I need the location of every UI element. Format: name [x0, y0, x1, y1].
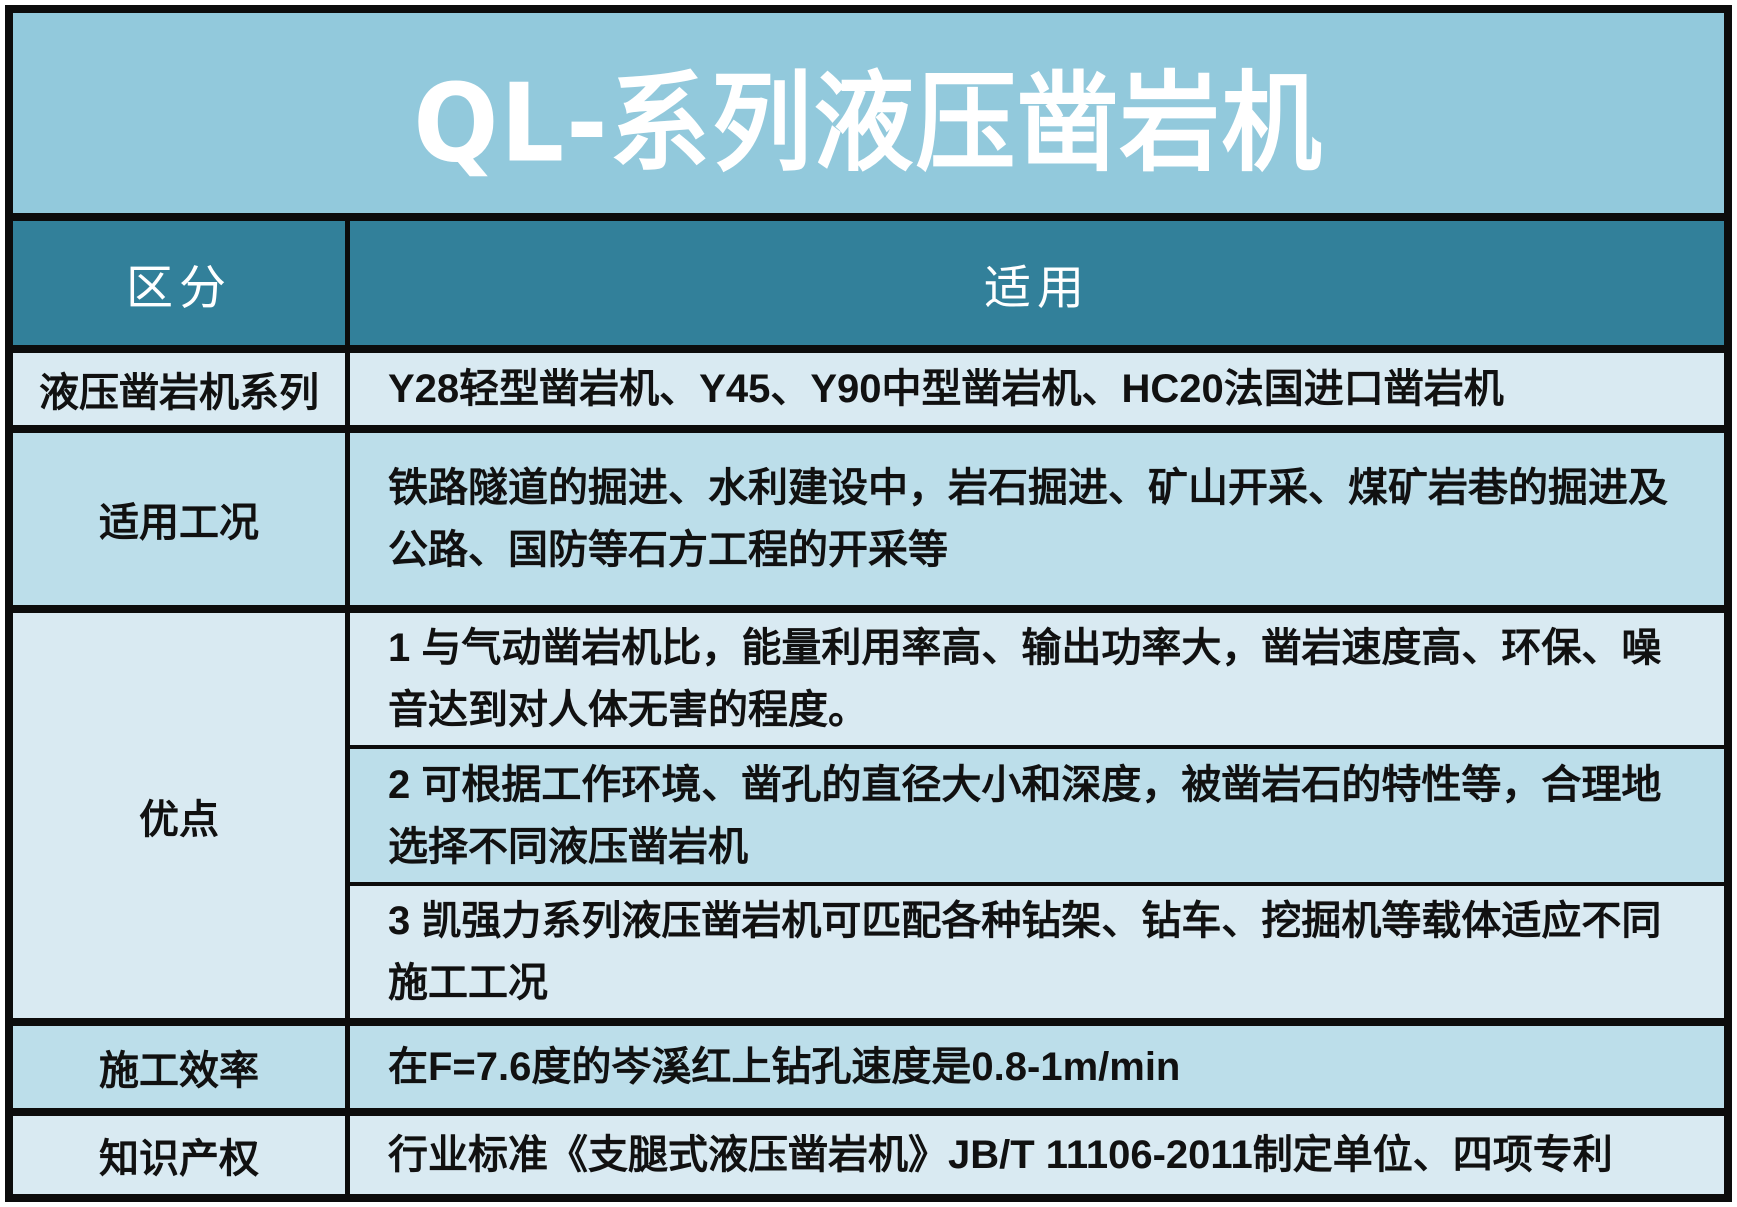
series-label-text: 液压凿岩机系列 [39, 371, 319, 415]
ip-content-text: 行业标准《支腿式液压凿岩机》JB/T 11106-2011制定单位、四项专利 [388, 1133, 1613, 1177]
advantage-item-3-text: 3 凯强力系列液压凿岩机可匹配各种钻架、钻车、挖掘机等载体适应不同施工工况 [388, 899, 1662, 1005]
table-frame: QL-系列液压凿岩机 区分 适用 液压凿岩机系列 Y28轻型凿岩机、Y45、Y9… [5, 5, 1732, 1202]
series-content-text: Y28轻型凿岩机、Y45、Y90中型凿岩机、HC20法国进口凿岩机 [388, 367, 1504, 411]
advantage-item-1: 1 与气动凿岩机比，能量利用率高、输出功率大，凿岩速度高、环保、噪音达到对人体无… [350, 613, 1724, 745]
page-title: QL-系列液压凿岩机 [413, 59, 1324, 186]
advantage-label-text: 优点 [139, 797, 219, 842]
efficiency-label-text: 施工效率 [99, 1049, 259, 1093]
advantage-row-content: 1 与气动凿岩机比，能量利用率高、输出功率大，凿岩速度高、环保、噪音达到对人体无… [350, 613, 1724, 1018]
series-row-label: 液压凿岩机系列 [13, 353, 345, 425]
advantage-row-label: 优点 [13, 613, 345, 1018]
condition-row-label: 适用工况 [13, 433, 345, 605]
condition-row-content: 铁路隧道的掘进、水利建设中，岩石掘进、矿山开采、煤矿岩巷的掘进及公路、国防等石方… [350, 433, 1724, 605]
header-category-label: 区分 [126, 262, 232, 315]
title-banner: QL-系列液压凿岩机 [13, 13, 1724, 213]
series-row-content: Y28轻型凿岩机、Y45、Y90中型凿岩机、HC20法国进口凿岩机 [350, 353, 1724, 425]
efficiency-content-text: 在F=7.6度的岑溪红上钻孔速度是0.8-1m/min [388, 1045, 1181, 1089]
data-table: 区分 适用 液压凿岩机系列 Y28轻型凿岩机、Y45、Y90中型凿岩机、HC20… [13, 213, 1724, 1194]
condition-label-text: 适用工况 [99, 501, 259, 545]
condition-content-text: 铁路隧道的掘进、水利建设中，岩石掘进、矿山开采、煤矿岩巷的掘进及公路、国防等石方… [388, 466, 1668, 572]
advantage-item-3: 3 凯强力系列液压凿岩机可匹配各种钻架、钻车、挖掘机等载体适应不同施工工况 [350, 886, 1724, 1018]
header-application-label: 适用 [984, 262, 1090, 315]
ip-label-text: 知识产权 [99, 1137, 259, 1181]
advantage-item-2: 2 可根据工作环境、凿孔的直径大小和深度，被凿岩石的特性等，合理地选择不同液压凿… [350, 749, 1724, 882]
efficiency-row-label: 施工效率 [13, 1026, 345, 1108]
ip-row-label: 知识产权 [13, 1116, 345, 1194]
ip-row-content: 行业标准《支腿式液压凿岩机》JB/T 11106-2011制定单位、四项专利 [350, 1116, 1724, 1194]
efficiency-row-content: 在F=7.6度的岑溪红上钻孔速度是0.8-1m/min [350, 1026, 1724, 1108]
advantage-item-2-text: 2 可根据工作环境、凿孔的直径大小和深度，被凿岩石的特性等，合理地选择不同液压凿… [388, 762, 1662, 869]
header-cell-category: 区分 [13, 221, 345, 345]
advantage-item-1-text: 1 与气动凿岩机比，能量利用率高、输出功率大，凿岩速度高、环保、噪音达到对人体无… [388, 626, 1662, 732]
header-cell-application: 适用 [350, 221, 1724, 345]
